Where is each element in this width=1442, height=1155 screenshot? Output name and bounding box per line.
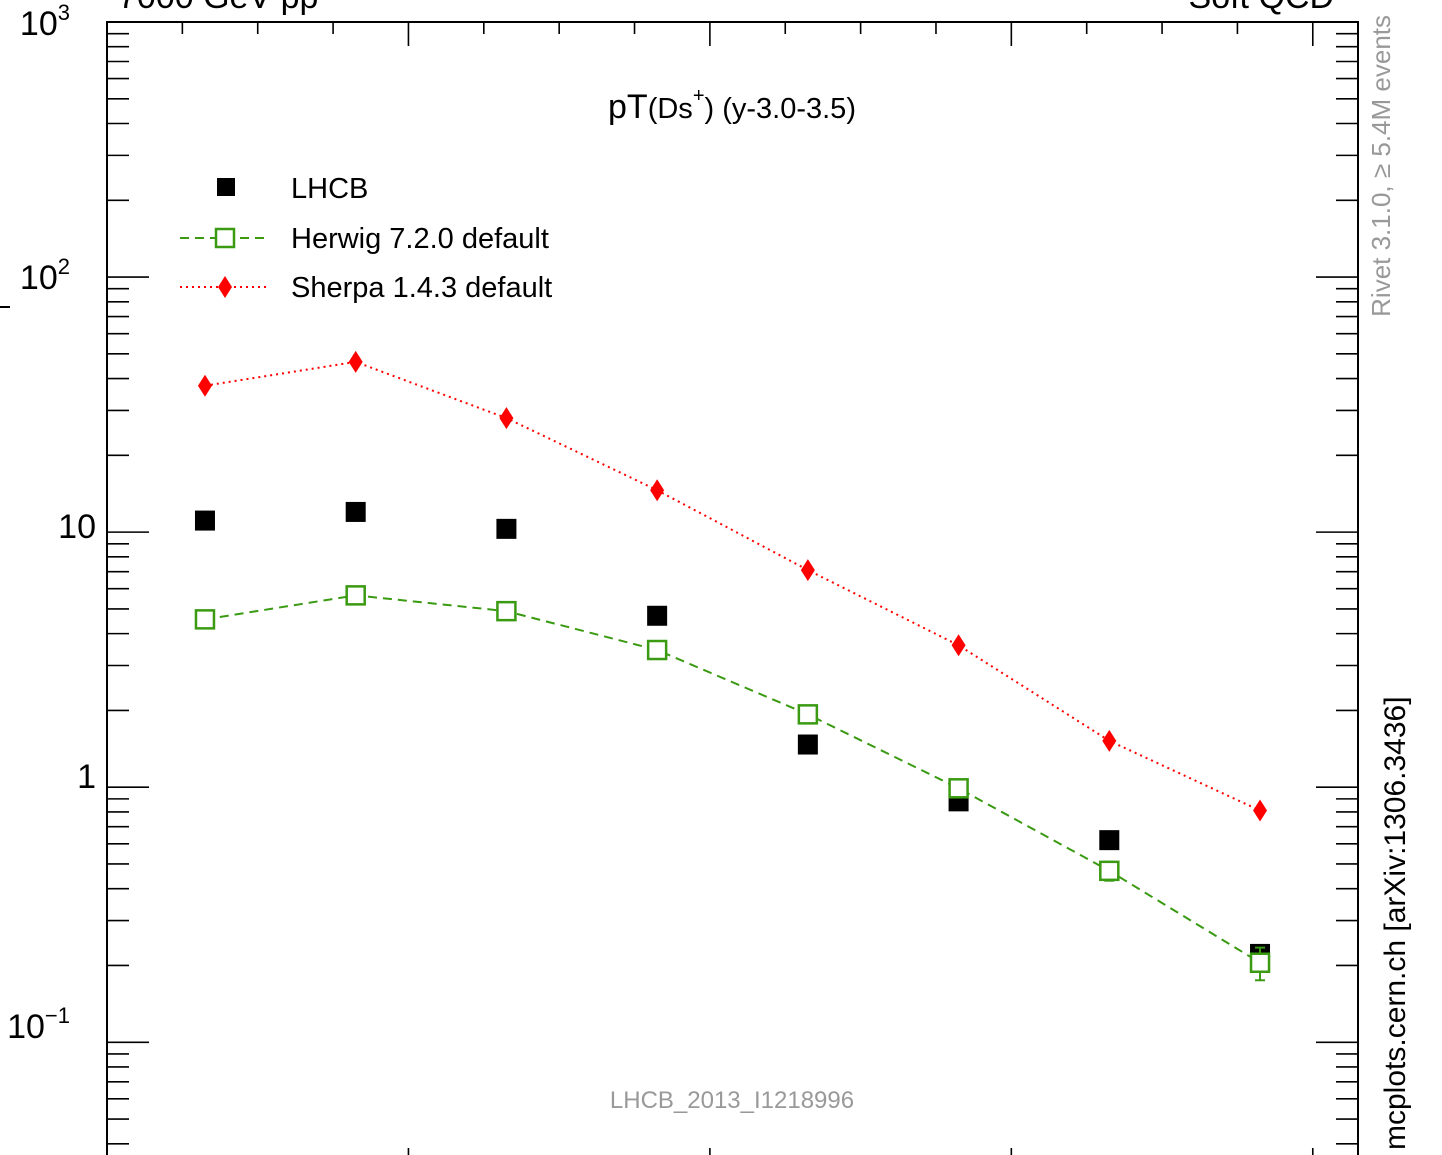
series-line-2 [204, 360, 1261, 812]
legend-label-herwig: Herwig 7.2.0 default [291, 223, 549, 255]
data-point-sherpa [348, 350, 363, 373]
plot-frame [106, 21, 1359, 1155]
data-point-herwig [1099, 860, 1120, 882]
data-point-sherpa [1253, 799, 1268, 822]
data-point-herwig [948, 778, 969, 799]
rivet-label: Rivet 3.1.0, ≥ 5.4M events [1366, 15, 1396, 317]
analysis-tag: LHCB_2013_I1218996 [610, 1087, 854, 1114]
y-tick-label-1: 1 [77, 758, 96, 796]
data-point-herwig [797, 704, 819, 725]
series-layer [194, 350, 1271, 982]
series-line-1 [204, 594, 1261, 964]
y-tick-label-1000: 103 [20, 0, 70, 43]
mcplots-label: mcplots.cern.ch [arXiv:1306.3436] [1379, 696, 1412, 1150]
data-point-sherpa [650, 479, 665, 502]
data-point-sherpa [1102, 729, 1117, 752]
header-left-text: 7000 GeV pp [118, 0, 318, 16]
legend-label-lhcb: LHCB [291, 173, 368, 205]
legend-marker-sherpa [218, 276, 232, 298]
data-point-sherpa [197, 374, 212, 397]
data-point-herwig [345, 585, 366, 606]
data-point-lhcb [1099, 830, 1120, 851]
header-right-text: Soft QCD [1189, 0, 1334, 16]
data-point-sherpa [499, 407, 514, 430]
data-point-lhcb [797, 734, 818, 755]
data-point-herwig [646, 639, 668, 661]
data-point-lhcb [345, 501, 366, 522]
legend-marker-lhcb [217, 178, 235, 196]
y-tick-label-100: 102 [20, 254, 70, 297]
data-point-sherpa [951, 634, 966, 657]
axis-ticks [107, 21, 1358, 1155]
legend-label-sherpa: Sherpa 1.4.3 default [291, 272, 552, 304]
data-point-sherpa [800, 559, 815, 582]
data-point-herwig [1249, 952, 1271, 973]
legend: LHCB Herwig 7.2.0 default Sherpa 1.4.3 d… [180, 173, 552, 304]
data-point-lhcb [194, 510, 215, 531]
y-tick-label-0.1: 10−1 [7, 1003, 70, 1046]
y-tick-label-10: 10 [58, 508, 96, 546]
data-point-lhcb [647, 605, 668, 626]
data-point-herwig [194, 609, 216, 630]
data-point-lhcb [496, 518, 517, 539]
plot-title: pT(Ds+) (y-3.0-3.5) [608, 85, 856, 126]
legend-marker-herwig [214, 227, 236, 249]
data-point-herwig [496, 600, 517, 622]
